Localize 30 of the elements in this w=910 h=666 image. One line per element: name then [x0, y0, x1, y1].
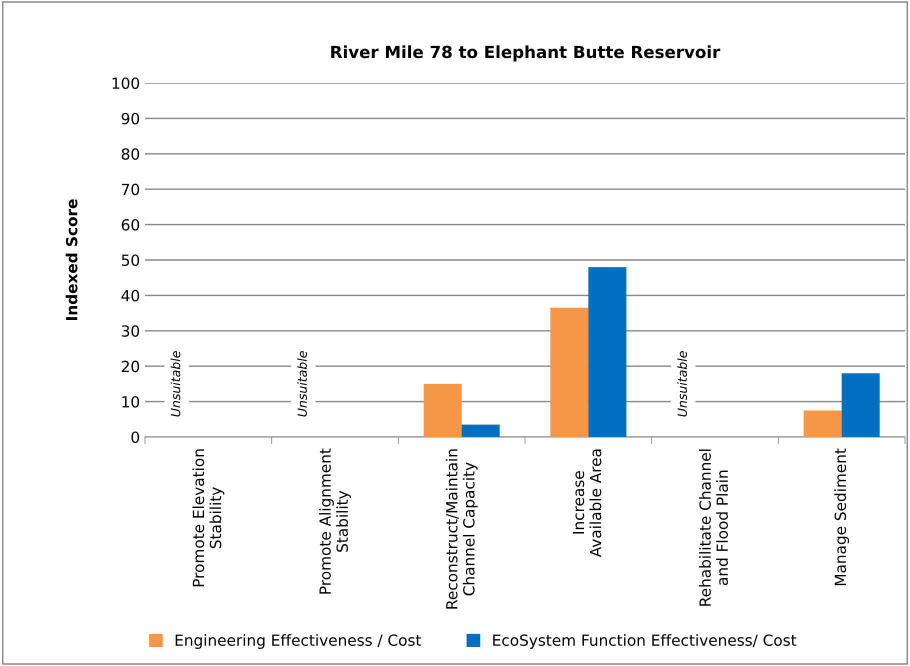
y-tick-label: 10	[122, 396, 140, 408]
x-tick-label: Reconstruct/Maintain Channel Capacity	[446, 449, 478, 609]
x-tick-label: Promote Alignment Stability	[319, 448, 351, 594]
bar	[588, 267, 626, 437]
bar	[842, 373, 880, 437]
y-tick-label: 100	[112, 77, 140, 90]
x-tick-label: Rehabilitate Channel and Flood Plain	[699, 450, 728, 606]
y-tick-label: 20	[122, 360, 140, 372]
bar	[424, 384, 462, 437]
annotation: Unsuitable	[677, 351, 687, 416]
y-tick-label: 70	[122, 184, 140, 196]
annotation: Unsuitable	[297, 351, 307, 416]
x-tick-label: Increase Available Area	[572, 450, 602, 558]
y-tick-label: 30	[122, 325, 140, 337]
y-tick-label: 60	[122, 219, 140, 231]
legend-label: Engineering Effectiveness / Cost	[176, 634, 422, 649]
y-tick-label: 90	[122, 112, 140, 124]
chart-title: River Mile 78 to Elephant Butte Reservoir	[331, 45, 720, 62]
y-tick-label: 0	[131, 431, 140, 444]
bar	[462, 424, 500, 437]
y-tick-label: 80	[122, 148, 140, 160]
x-tick-label: Promote Elevation Stability	[192, 449, 224, 586]
annotation: Unsuitable	[170, 351, 180, 416]
y-tick-label: 50	[122, 254, 140, 266]
bar	[804, 410, 842, 437]
x-tick-label: Manage Sediment	[834, 448, 850, 586]
y-axis-title: Indexed Score	[66, 199, 78, 320]
bar	[550, 308, 588, 437]
y-tick-label: 40	[121, 290, 140, 302]
legend-label: EcoSystem Function Effectiveness/ Cost	[493, 634, 796, 649]
